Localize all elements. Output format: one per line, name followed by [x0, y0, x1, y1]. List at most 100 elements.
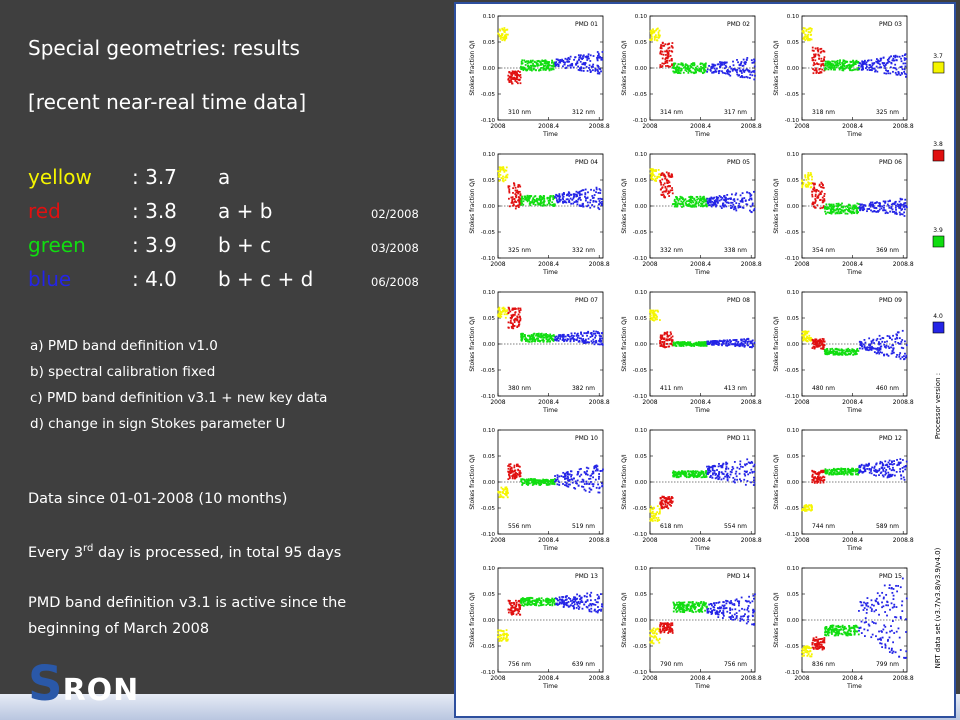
y-tick-label: 0.05: [483, 316, 496, 322]
data-point: [552, 64, 555, 67]
data-point: [851, 467, 854, 470]
data-point: [807, 330, 810, 333]
x-tick-label: 2008: [642, 537, 657, 544]
data-point: [832, 351, 834, 354]
data-point: [691, 62, 693, 65]
data-point: [714, 340, 716, 342]
data-point: [507, 312, 510, 315]
data-point: [596, 64, 599, 67]
series-3.9: [672, 341, 708, 347]
data-point: [746, 203, 749, 206]
data-point: [577, 484, 580, 487]
data-point: [532, 67, 535, 70]
data-point: [566, 471, 569, 473]
data-point: [706, 340, 709, 343]
data-point: [814, 54, 817, 57]
data-point: [750, 197, 753, 200]
data-point: [822, 469, 824, 472]
data-point: [503, 313, 506, 316]
series-4.0: [554, 186, 603, 211]
data-point: [841, 473, 843, 475]
data-point: [499, 166, 502, 169]
data-point: [841, 349, 844, 351]
panel-title: PMD 06: [879, 159, 902, 166]
data-point: [871, 205, 874, 208]
data-point: [532, 198, 535, 201]
data-point: [508, 477, 511, 480]
data-point: [588, 64, 591, 67]
data-point: [743, 71, 746, 73]
data-point: [499, 495, 501, 498]
data-point: [871, 64, 874, 67]
data-point: [599, 201, 602, 204]
data-point: [881, 62, 884, 65]
data-point: [802, 182, 805, 184]
data-point: [886, 212, 889, 214]
data-point: [815, 67, 817, 70]
data-point: [537, 333, 540, 336]
data-point: [577, 54, 580, 57]
data-point: [697, 204, 700, 207]
data-point: [715, 200, 718, 203]
data-point: [722, 477, 725, 480]
data-point: [661, 507, 664, 510]
data-point: [824, 60, 827, 63]
data-point: [724, 64, 727, 67]
data-point: [502, 175, 504, 178]
data-point: [821, 196, 824, 199]
data-point: [702, 473, 705, 475]
data-point: [529, 201, 531, 203]
data-point: [668, 195, 671, 197]
data-point: [591, 197, 594, 199]
data-point: [870, 340, 873, 343]
data-point: [541, 335, 544, 338]
data-point: [677, 71, 680, 73]
x-tick-label: 2008.4: [538, 261, 559, 268]
series-3.9: [520, 477, 556, 486]
data-point: [807, 172, 810, 174]
ordinal-suffix: rd: [83, 543, 94, 554]
data-point: [512, 182, 515, 185]
data-point: [814, 472, 817, 475]
data-point: [518, 311, 521, 314]
data-point: [649, 518, 652, 520]
data-point: [528, 199, 530, 202]
data-point: [674, 473, 676, 476]
data-point: [653, 316, 656, 319]
data-point: [859, 204, 862, 206]
data-point: [811, 469, 814, 472]
data-point: [531, 59, 534, 62]
data-point: [889, 337, 892, 339]
data-point: [587, 191, 589, 194]
y-tick-label: -0.10: [633, 532, 648, 538]
data-point: [516, 78, 518, 81]
data-point: [806, 34, 809, 37]
data-point: [747, 337, 750, 340]
data-point: [659, 179, 662, 182]
data-point: [734, 193, 737, 196]
data-point: [508, 205, 511, 208]
data-point: [652, 312, 655, 315]
data-point: [823, 195, 826, 197]
data-point: [724, 475, 726, 478]
data-point: [511, 72, 513, 75]
data-point: [810, 186, 813, 189]
data-point: [503, 30, 506, 33]
data-point: [807, 176, 810, 179]
data-point: [823, 469, 825, 472]
data-point: [741, 466, 744, 468]
data-point: [863, 204, 865, 206]
data-point: [688, 196, 691, 198]
version-number: : 4.0: [132, 267, 177, 291]
data-point: [513, 313, 516, 316]
data-point: [736, 69, 739, 71]
data-point: [753, 58, 755, 61]
data-point: [655, 517, 657, 519]
data-point: [589, 199, 592, 202]
data-point: [522, 478, 525, 481]
data-point: [601, 200, 603, 203]
data-point: [581, 203, 584, 206]
data-point: [814, 199, 817, 202]
data-point: [812, 205, 815, 208]
data-point: [518, 475, 521, 478]
